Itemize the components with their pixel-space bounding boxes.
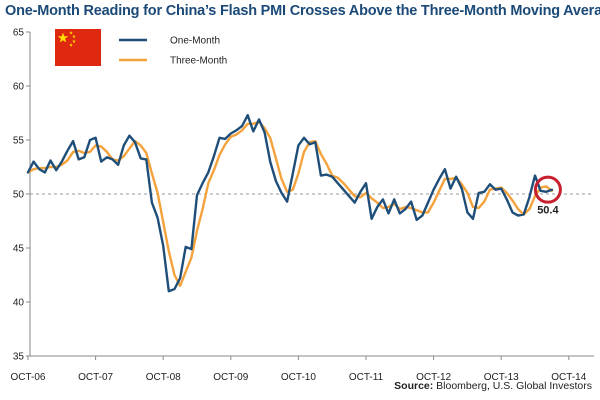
chart-title: One-Month Reading for China’s Flash PMI …	[5, 3, 600, 19]
x-tick-label: OCT-09	[213, 372, 248, 383]
callout-label: 50.4	[537, 205, 559, 217]
flag-star-icon	[72, 39, 76, 43]
x-tick-label: OCT-06	[10, 372, 45, 383]
x-tick-label: OCT-12	[416, 372, 451, 383]
legend-label-1: Three-Month	[170, 56, 227, 67]
y-tick-label: 60	[13, 82, 25, 93]
y-tick-label: 55	[13, 136, 25, 147]
legend-label-0: One-Month	[170, 36, 220, 47]
source-label: Source:	[394, 380, 434, 392]
callout-group: 50.4	[533, 175, 562, 217]
y-tick-label: 40	[13, 298, 25, 309]
x-tick-label: OCT-11	[349, 372, 384, 383]
legend: One-Month Three-Month	[55, 29, 227, 67]
x-tick-label: OCT-07	[78, 372, 113, 383]
x-tick-label: OCT-13	[484, 372, 519, 383]
flag-star-icon	[69, 43, 73, 47]
series-line-three-month	[26, 120, 554, 287]
x-tick-label: OCT-10	[281, 372, 316, 383]
x-tick-label: OCT-14	[551, 372, 586, 383]
series-line-one-month	[26, 113, 554, 293]
x-tick-label: OCT-08	[146, 372, 181, 383]
callout-ring	[533, 175, 562, 204]
flag-star-icon	[69, 31, 73, 35]
source-text: Bloomberg, U.S. Global Investors	[433, 380, 592, 392]
flag-star-icon	[72, 34, 76, 39]
flag-star-icon	[57, 32, 69, 43]
y-tick-label: 65	[13, 28, 25, 39]
axes: 35 40 45 50 55 60 65 OCT-06 OCT-07 OCT-08 OCT-09 OC…	[10, 28, 594, 383]
y-tick-label: 35	[13, 352, 25, 363]
china-flag-icon	[55, 29, 101, 66]
y-tick-label: 45	[13, 244, 25, 255]
y-tick-label: 50	[13, 190, 25, 201]
source-note: Source: Bloomberg, U.S. Global Investors	[394, 380, 592, 392]
series-group	[26, 113, 554, 293]
